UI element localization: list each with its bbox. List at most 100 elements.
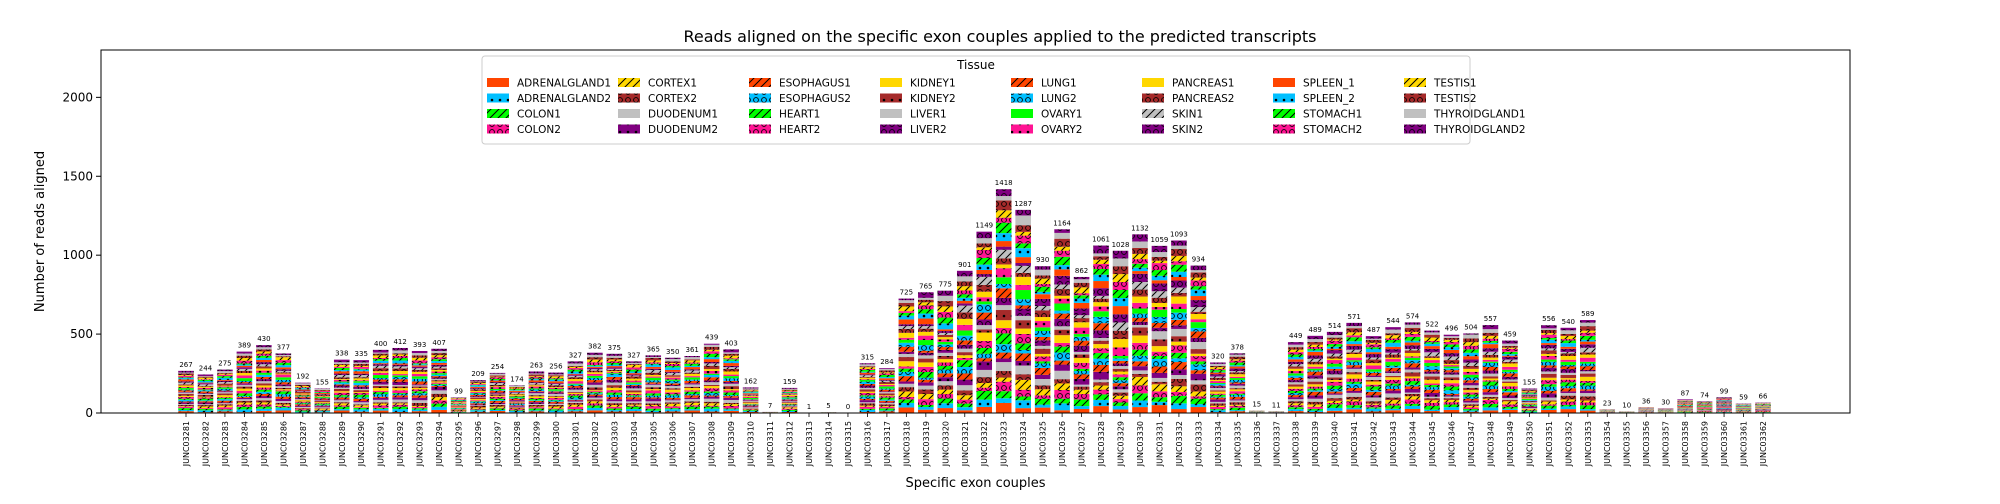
bar-segment-spleen-1 — [373, 363, 389, 364]
bar-segment-liver2 — [645, 384, 661, 385]
bar-segment-kidney2 — [1015, 320, 1031, 328]
bar-segment-stomach1 — [587, 365, 603, 366]
bar-segment-stomach1 — [353, 369, 369, 370]
bar-segment-liver2 — [392, 382, 408, 385]
bar-segment-spleen-2 — [256, 358, 272, 360]
bar-segment-duodenum1 — [198, 404, 214, 405]
bar-segment-esophagus2 — [782, 405, 798, 406]
bar-segment-duodenum1 — [490, 404, 506, 405]
bar-segment-adrenalgland2 — [1132, 400, 1148, 407]
bar-segment-duodenum2 — [1093, 372, 1109, 380]
bar-segment-ovary1 — [976, 301, 992, 304]
bar-segment-stomach2 — [1502, 349, 1518, 352]
bar-segment-testis2 — [334, 364, 350, 365]
bar-segment-pancreas1 — [353, 378, 369, 380]
bar-segment-liver2 — [976, 320, 992, 326]
bar-segment-duodenum2 — [256, 396, 272, 398]
bar-segment-stomach2 — [373, 358, 389, 359]
legend-label: THYROIDGLAND1 — [1433, 109, 1526, 121]
bar-segment-colon2 — [645, 406, 661, 409]
bar-segment-testis2 — [1288, 347, 1304, 349]
bar-stack: 263 — [529, 361, 545, 413]
bar-segment-spleen-1 — [178, 379, 194, 381]
bar-segment-lung1 — [353, 385, 369, 386]
bar-segment-skin2 — [314, 394, 330, 395]
bar-segment-heart1 — [1366, 386, 1382, 389]
bar-segment-duodenum2 — [684, 398, 700, 399]
bar-segment-lung2 — [490, 390, 506, 391]
bar-segment-ovary1 — [548, 389, 564, 391]
data-label: 320 — [1211, 352, 1224, 360]
bar-segment-esophagus2 — [1288, 393, 1304, 395]
x-tick-label: JUNC03281 — [182, 421, 191, 467]
bar-segment-pancreas2 — [665, 375, 681, 377]
bar-segment-duodenum2 — [178, 402, 194, 404]
bar-segment-colon2 — [490, 408, 506, 409]
bar-segment-kidney1 — [976, 333, 992, 341]
bar-segment-pancreas2 — [412, 370, 428, 372]
bar-segment-skin1 — [295, 391, 311, 392]
bar-segment-ovary1 — [782, 397, 798, 398]
bar-segment-adrenalgland2 — [1288, 409, 1304, 411]
bar-segment-pancreas1 — [412, 372, 428, 374]
bar-segment-stomach1 — [1191, 286, 1207, 289]
bar-segment-liver1 — [1152, 331, 1168, 339]
bar-segment-lung1 — [1327, 369, 1343, 371]
bar-segment-thyroidgland2 — [1424, 331, 1440, 333]
data-label: 11 — [1272, 401, 1281, 409]
bar-segment-ovary1 — [626, 382, 642, 383]
bar-segment-cortex2 — [1483, 397, 1499, 399]
bar-segment-skin1 — [1132, 282, 1148, 290]
bar-segment-cortex2 — [1035, 385, 1051, 389]
bar-segment-stomach1 — [392, 358, 408, 361]
bar-segment-lung2 — [276, 380, 292, 382]
legend-label: KIDNEY2 — [910, 93, 956, 105]
bar-segment-pancreas2 — [314, 395, 330, 396]
bar-segment-liver1 — [1093, 338, 1109, 341]
bar-segment-esophagus1 — [938, 373, 954, 377]
bar-segment-testis2 — [1093, 256, 1109, 260]
x-tick-label: JUNC03312 — [786, 421, 795, 467]
bar-segment-pancreas2 — [1230, 372, 1246, 374]
bar-segment-liver1 — [645, 385, 661, 387]
bar-stack: 155 — [314, 379, 330, 413]
bar-segment-spleen-1 — [490, 381, 506, 382]
bar-segment-pancreas1 — [178, 385, 194, 387]
bar-segment-colon2 — [314, 410, 330, 411]
bar-stack: 522 — [1424, 321, 1440, 413]
bar-segment-pancreas2 — [198, 386, 214, 387]
bar-segment-ovary1 — [1054, 303, 1070, 310]
bar-segment-thyroidgland2 — [373, 350, 389, 353]
bar-stack: 556 — [1541, 315, 1557, 413]
bar-segment-esophagus1 — [490, 401, 506, 403]
bar-segment-lung1 — [392, 379, 408, 382]
bar-segment-esophagus2 — [1483, 386, 1499, 390]
bar-segment-kidney1 — [1171, 342, 1187, 346]
bar-segment-kidney2 — [431, 380, 447, 381]
bar-segment-cortex2 — [1054, 379, 1070, 383]
bar-segment-esophagus2 — [237, 396, 253, 397]
bar-segment-lung1 — [529, 391, 545, 392]
data-label: 99 — [1720, 387, 1729, 395]
bar-segment-thyroidgland2 — [1230, 353, 1246, 354]
bar-segment-heart2 — [470, 400, 486, 401]
bar-segment-duodenum1 — [178, 404, 194, 405]
legend-swatch — [749, 109, 771, 118]
bar-segment-skin1 — [470, 389, 486, 390]
data-label: 412 — [393, 338, 406, 346]
x-tick-label: JUNC03340 — [1331, 421, 1340, 467]
bar-segment-pancreas1 — [548, 387, 564, 388]
legend-label: ESOPHAGUS1 — [779, 78, 851, 90]
bar-segment-ovary1 — [1561, 362, 1577, 365]
bar-segment-cortex1 — [451, 411, 467, 412]
bar-segment-testis2 — [509, 387, 525, 388]
bar-segment-skin1 — [548, 384, 564, 385]
bar-segment-colon1 — [1210, 409, 1226, 410]
x-tick-label: JUNC03289 — [338, 421, 347, 467]
bar-segment-duodenum1 — [1424, 397, 1440, 398]
bar-segment-spleen-1 — [568, 374, 584, 375]
bar-segment-stomach1 — [1444, 344, 1460, 347]
bar-segment-testis1 — [178, 375, 194, 376]
bar-segment-pancreas2 — [1074, 318, 1090, 322]
